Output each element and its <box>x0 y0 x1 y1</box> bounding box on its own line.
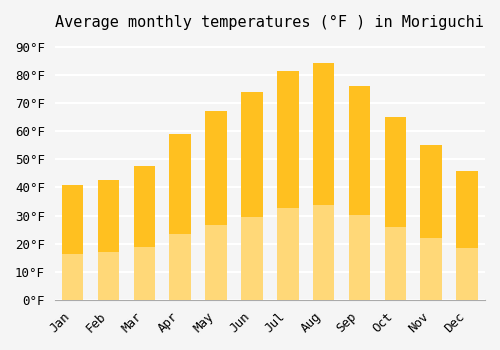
Bar <box>98 252 120 300</box>
Bar <box>277 71 298 300</box>
Bar <box>134 247 155 300</box>
Bar <box>241 217 262 300</box>
Bar <box>420 238 442 300</box>
Bar <box>62 254 84 300</box>
Title: Average monthly temperatures (°F ) in Moriguchi: Average monthly temperatures (°F ) in Mo… <box>56 15 484 30</box>
Bar <box>456 248 478 300</box>
Bar <box>313 63 334 300</box>
Bar <box>206 225 227 300</box>
Bar <box>384 117 406 300</box>
Bar <box>170 134 191 300</box>
Bar <box>98 180 120 300</box>
Bar <box>206 111 227 300</box>
Bar <box>277 208 298 300</box>
Bar <box>348 215 370 300</box>
Bar <box>62 185 84 300</box>
Bar <box>384 227 406 300</box>
Bar <box>420 145 442 300</box>
Bar <box>348 86 370 300</box>
Bar <box>134 166 155 300</box>
Bar <box>170 234 191 300</box>
Bar <box>241 92 262 300</box>
Bar <box>313 205 334 300</box>
Bar <box>456 170 478 300</box>
